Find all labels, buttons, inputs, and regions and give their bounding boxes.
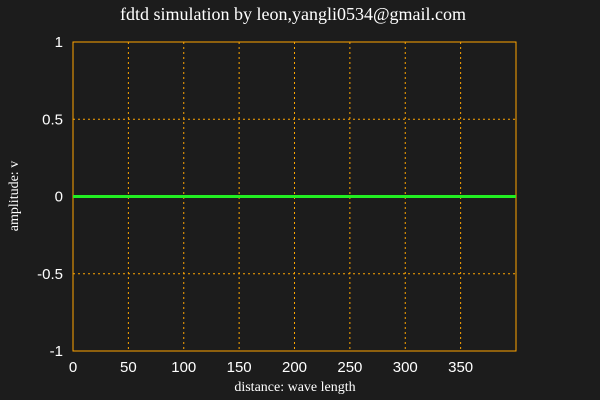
- y-tick-label: 0: [55, 189, 63, 206]
- y-tick-label: 1: [55, 34, 63, 51]
- x-tick-label: 300: [393, 359, 418, 376]
- x-axis-label: distance: wave length: [234, 380, 355, 395]
- x-tick-label: 50: [120, 359, 137, 376]
- x-tick-label: 250: [337, 359, 362, 376]
- x-tick-label: 150: [227, 359, 252, 376]
- x-tick-label: 200: [282, 359, 307, 376]
- x-axis-ticks: 0 50 100 150 200 250 300 350: [69, 359, 473, 376]
- y-tick-label: 0.5: [42, 111, 63, 128]
- x-tick-label: 100: [171, 359, 196, 376]
- y-tick-label: -0.5: [37, 266, 63, 283]
- y-axis-ticks: 1 0.5 0 -0.5 -1: [37, 34, 63, 360]
- chart-title: fdtd simulation by leon,yangli0534@gmail…: [120, 4, 466, 24]
- x-tick-label: 350: [448, 359, 473, 376]
- x-tick-label: 0: [69, 359, 77, 376]
- y-axis-label: amplitude: v: [7, 161, 22, 231]
- y-tick-label: -1: [50, 343, 63, 360]
